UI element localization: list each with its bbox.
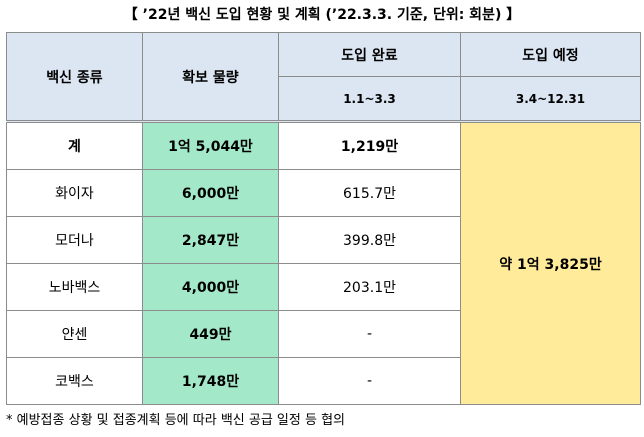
row-introduced: - bbox=[278, 357, 461, 405]
table-row: 계 1억 5,044만 1,219만 약 1억 3,825만 bbox=[6, 120, 641, 405]
row-secured: 1,748만 bbox=[142, 357, 279, 405]
header-row: 백신 종류 확보 물량 도입 완료 도입 예정 bbox=[6, 32, 641, 122]
row-introduced: 1,219만 bbox=[278, 120, 461, 170]
footnote: * 예방접종 상황 및 접종계획 등에 따라 백신 공급 일정 등 협의 bbox=[6, 413, 345, 428]
row-secured: 6,000만 bbox=[142, 169, 279, 217]
header-secured-quantity: 확보 물량 bbox=[142, 32, 279, 122]
row-introduced: - bbox=[278, 310, 461, 358]
planned-total: 약 1억 3,825만 bbox=[460, 120, 641, 405]
table-row: 코백스 1,748만 - bbox=[6, 357, 641, 405]
row-introduced: 399.8만 bbox=[278, 216, 461, 264]
row-secured: 449만 bbox=[142, 310, 279, 358]
table-row: 노바백스 4,000만 203.1만 bbox=[6, 263, 641, 311]
table-title: 【 ’22년 백신 도입 현황 및 계획 (’22.3.3. 기준, 단위: 회… bbox=[123, 7, 521, 23]
row-name: 얀센 bbox=[6, 310, 143, 358]
row-name: 모더나 bbox=[6, 216, 143, 264]
header-planned-period: 3.4~12.31 bbox=[460, 76, 641, 122]
row-name: 노바백스 bbox=[6, 263, 143, 311]
table-row: 얀센 449만 - bbox=[6, 310, 641, 358]
row-introduced: 203.1만 bbox=[278, 263, 461, 311]
row-secured: 4,000만 bbox=[142, 263, 279, 311]
header-vaccine-type: 백신 종류 bbox=[6, 32, 143, 122]
row-name: 코백스 bbox=[6, 357, 143, 405]
header-planned: 도입 예정 bbox=[460, 32, 641, 77]
row-name: 화이자 bbox=[6, 169, 143, 217]
vaccine-introduction-table: 백신 종류 확보 물량 도입 완료 도입 예정 1.1~3.3 3.4~12.3… bbox=[6, 32, 641, 405]
header-introduced-period: 1.1~3.3 bbox=[278, 76, 461, 122]
row-name: 계 bbox=[6, 120, 143, 170]
header-introduced: 도입 완료 bbox=[278, 32, 461, 77]
header-period-row: 1.1~3.3 3.4~12.31 bbox=[7, 76, 641, 122]
row-introduced: 615.7만 bbox=[278, 169, 461, 217]
row-secured: 2,847만 bbox=[142, 216, 279, 264]
row-secured: 1억 5,044만 bbox=[142, 120, 279, 170]
table-row: 화이자 6,000만 615.7만 bbox=[6, 169, 641, 217]
table-row: 모더나 2,847만 399.8만 bbox=[6, 216, 641, 264]
